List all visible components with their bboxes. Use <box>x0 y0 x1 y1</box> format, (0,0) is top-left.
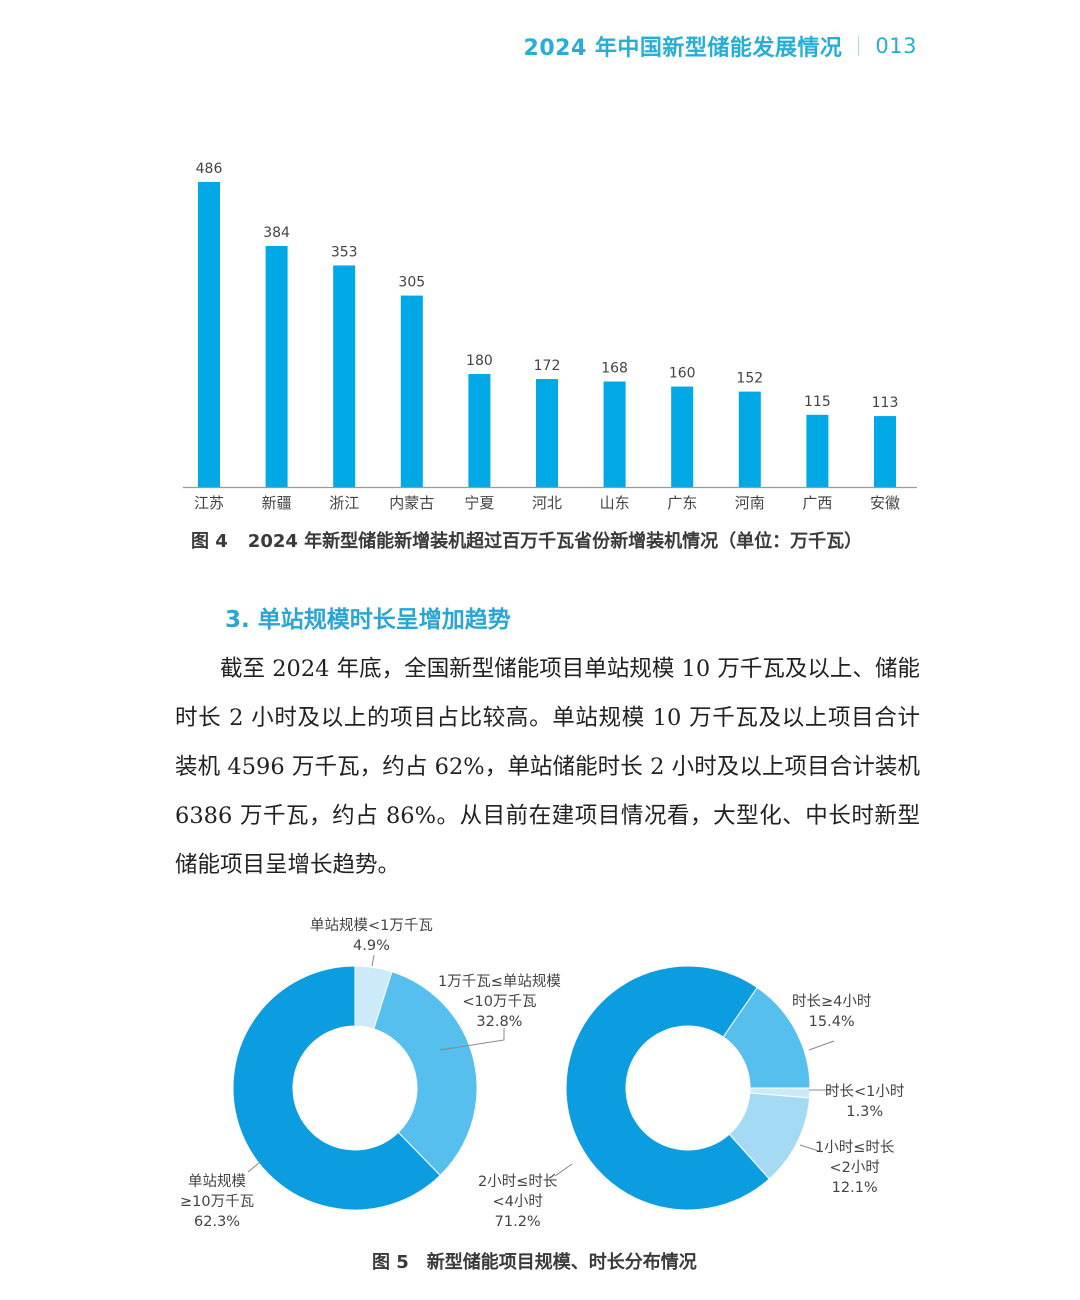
bar-value-label: 152 <box>736 371 763 387</box>
bar-浙江 <box>333 265 356 487</box>
label-scale-lt1: 单站规模<1万千瓦 4.9% <box>310 918 433 954</box>
donut-charts-figure5: 单站规模<1万千瓦 4.9% 1万千瓦≤单站规模 <10万千瓦 32.8% 单站… <box>160 900 940 1240</box>
figure4-caption-text: 2024 年新型储能新增装机超过百万千瓦省份新增装机情况（单位：万千瓦） <box>247 531 863 552</box>
duration-donut-segment-3 <box>565 965 770 1211</box>
label-dur-lt1: 时长<1小时 1.3% <box>825 1084 905 1120</box>
label-dur-ge4: 时长≥4小时 15.4% <box>792 994 872 1030</box>
page-header: 2024 年中国新型储能发展情况 013 <box>524 30 917 62</box>
figure4-label: 图 4 <box>191 531 228 552</box>
bar-value-label: 486 <box>196 161 223 177</box>
bar-category-label: 新疆 <box>262 494 292 512</box>
bar-内蒙古 <box>400 295 423 487</box>
bar-category-label: 浙江 <box>329 494 359 512</box>
leader-line <box>799 1144 823 1153</box>
bar-category-label: 河南 <box>735 494 765 512</box>
body-paragraph: 截至 2024 年底，全国新型储能项目单站规模 10 万千瓦及以上、储能时长 2… <box>175 656 920 878</box>
bar-山东 <box>603 381 626 487</box>
bar-广东 <box>671 386 694 487</box>
header-title: 2024 年中国新型储能发展情况 <box>523 36 843 61</box>
bar-value-label: 168 <box>601 361 628 377</box>
bar-category-label: 江苏 <box>194 494 224 512</box>
bar-江苏 <box>198 181 220 488</box>
bar-河南 <box>738 391 761 487</box>
figure5-caption: 图 5 新型储能项目规模、时长分布情况 <box>372 1248 697 1274</box>
scale-donut-segment-1 <box>373 971 478 1177</box>
bar-广西 <box>806 414 829 487</box>
bar-value-label: 115 <box>804 394 831 410</box>
bar-chart-canvas: 486 江苏 384 新疆 353 浙江 305 内蒙古 180 宁夏 172 河北 168 山东 160 广… <box>183 161 917 512</box>
label-scale-1to10: 1万千瓦≤单站规模 <10万千瓦 32.8% <box>438 974 561 1030</box>
bar-value-label: 113 <box>872 395 899 411</box>
figure5-label: 图 5 <box>372 1252 409 1273</box>
bar-category-label: 河北 <box>532 494 562 512</box>
leader-line <box>808 1040 835 1051</box>
bar-category-label: 宁夏 <box>464 494 494 512</box>
bar-category-label: 安徽 <box>870 494 900 512</box>
bar-value-label: 305 <box>398 275 425 291</box>
bar-value-label: 172 <box>534 358 561 374</box>
bar-新疆 <box>265 246 288 487</box>
section-heading: 3. 单站规模时长呈增加趋势 <box>225 607 511 633</box>
bar-chart-figure4: 486 江苏 384 新疆 353 浙江 305 内蒙古 180 宁夏 172 河北 168 山东 160 广… <box>180 150 920 520</box>
leader-line <box>554 1163 573 1177</box>
scale-donut-segment-2 <box>232 965 441 1211</box>
bar-河北 <box>536 379 558 487</box>
leader-line <box>371 954 375 967</box>
bar-category-label: 广东 <box>667 494 697 512</box>
leader-line <box>439 1028 505 1051</box>
leader-line <box>247 1161 261 1173</box>
bar-安徽 <box>874 416 896 487</box>
bar-value-label: 384 <box>263 225 290 241</box>
bar-category-label: 山东 <box>600 494 630 512</box>
bar-value-label: 353 <box>331 244 358 260</box>
bar-category-label: 内蒙古 <box>389 494 434 512</box>
bar-value-label: 180 <box>466 353 493 369</box>
bar-category-label: 广西 <box>802 494 832 512</box>
header-divider <box>858 36 860 56</box>
bar-value-label: 160 <box>669 366 696 382</box>
figure4-caption: 图 4 2024 年新型储能新增装机超过百万千瓦省份新增装机情况（单位：万千瓦） <box>191 527 862 553</box>
bar-宁夏 <box>468 374 491 487</box>
label-scale-ge10: 单站规模 ≥10万千瓦 62.3% <box>180 1174 255 1230</box>
label-dur-1to2: 1小时≤时长 <2小时 12.1% <box>815 1140 895 1196</box>
donut-canvas <box>232 954 835 1211</box>
label-dur-2to4: 2小时≤时长 <4小时 71.2% <box>478 1174 558 1230</box>
figure5-caption-text: 新型储能项目规模、时长分布情况 <box>426 1252 697 1273</box>
page-number: 013 <box>875 34 917 58</box>
